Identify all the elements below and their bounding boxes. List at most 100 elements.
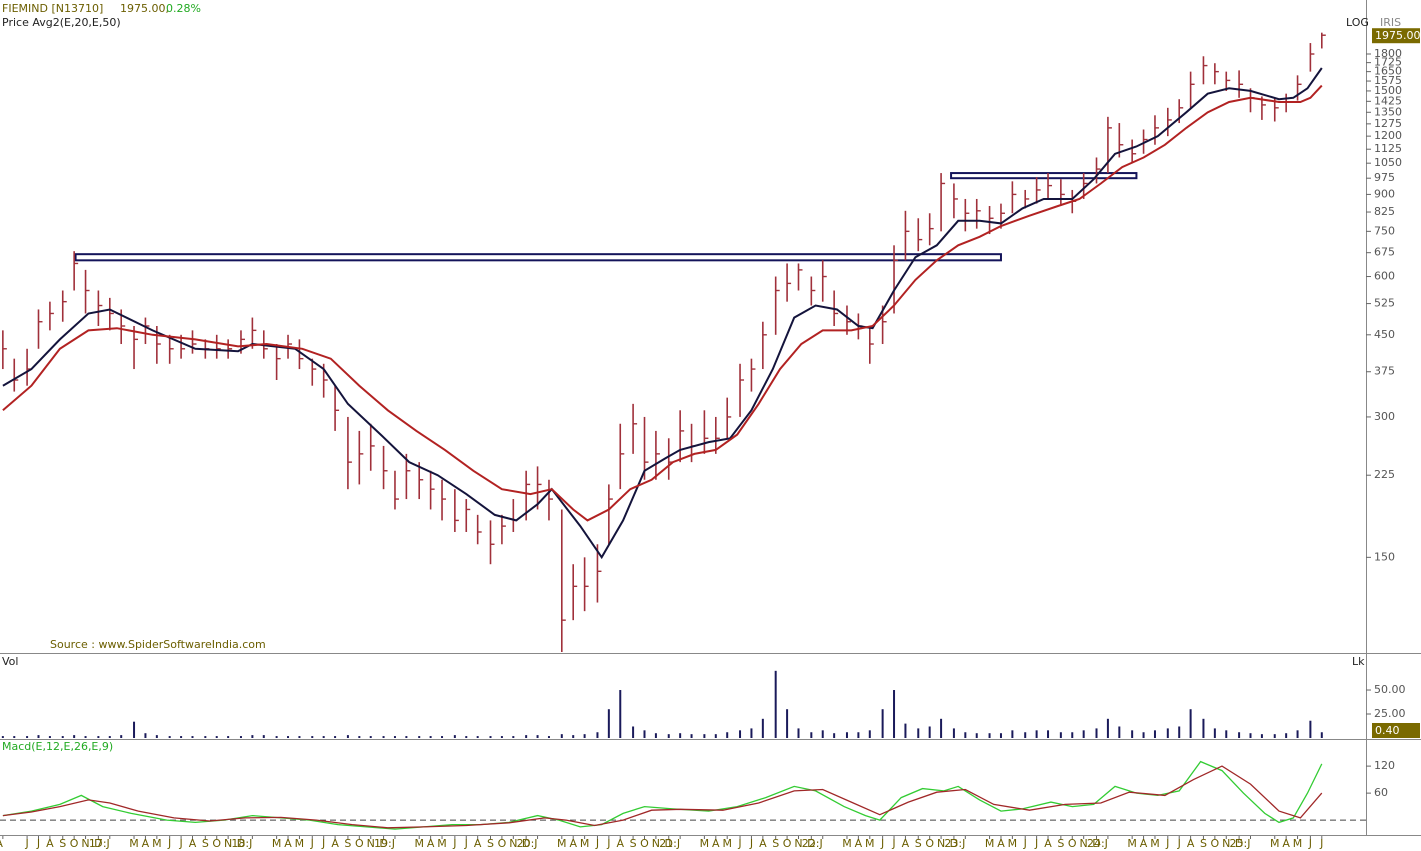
x-tick-label: M bbox=[437, 837, 447, 850]
x-tick-label: 19:J bbox=[374, 837, 395, 850]
x-tick-label: O bbox=[925, 837, 934, 850]
x-tick-label: J bbox=[749, 837, 753, 850]
volume-bar bbox=[547, 736, 550, 738]
x-tick-label: J bbox=[1165, 837, 1169, 850]
x-tick-label: J bbox=[452, 837, 456, 850]
volume-bar bbox=[607, 709, 610, 738]
volume-bar bbox=[168, 736, 171, 738]
volume-bar bbox=[453, 735, 456, 738]
volume-bar bbox=[1166, 728, 1169, 738]
volume-bar bbox=[999, 733, 1002, 738]
moving-average bbox=[2, 84, 1323, 522]
volume-bar bbox=[369, 736, 372, 738]
volume-bar bbox=[714, 734, 717, 738]
unit: Lk bbox=[1352, 655, 1365, 668]
volume-bar bbox=[654, 733, 657, 738]
volume-bar bbox=[1118, 726, 1121, 738]
volume-bar bbox=[382, 736, 385, 738]
y-tick-label: 1800 bbox=[1374, 47, 1402, 60]
volume-bar bbox=[346, 735, 349, 738]
volume-bar bbox=[191, 736, 194, 738]
volume-bar bbox=[643, 730, 646, 738]
x-tick-label: N bbox=[1222, 837, 1230, 850]
x-tick-label: J bbox=[464, 837, 468, 850]
volume-bar bbox=[84, 736, 87, 738]
volume-bar bbox=[988, 733, 991, 738]
volume-bar bbox=[1273, 734, 1276, 738]
y-tick-label: 900 bbox=[1374, 187, 1395, 200]
volume-bar bbox=[334, 736, 337, 738]
x-tick-label: O bbox=[70, 837, 79, 850]
x-tick-label: N bbox=[794, 837, 802, 850]
x-tick-label: O bbox=[640, 837, 649, 850]
y-tick-label: 1575 bbox=[1374, 74, 1402, 87]
volume-bar bbox=[133, 721, 136, 738]
volume-bar bbox=[904, 723, 907, 738]
volume-bar bbox=[1153, 730, 1156, 738]
volume-bar bbox=[405, 736, 408, 738]
volume-bar bbox=[750, 728, 753, 738]
volume-bar bbox=[679, 733, 682, 738]
x-tick-label: S bbox=[915, 837, 922, 850]
y-tick-label: 1125 bbox=[1374, 142, 1402, 155]
volume-bar bbox=[810, 732, 813, 738]
x-tick-label: M bbox=[985, 837, 995, 850]
volume-bar bbox=[1225, 730, 1228, 738]
volume-bar bbox=[619, 690, 622, 738]
x-tick-label: S bbox=[202, 837, 209, 850]
y-tick-label: 750 bbox=[1374, 224, 1395, 237]
volume-bar bbox=[500, 736, 503, 738]
volume-bar bbox=[441, 736, 444, 738]
volume-bar bbox=[821, 730, 824, 738]
x-tick-label: J bbox=[1023, 837, 1027, 850]
volume-bar bbox=[465, 736, 468, 738]
x-tick-label: 23:J bbox=[944, 837, 965, 850]
volume-bar bbox=[525, 735, 528, 738]
x-tick-label: M bbox=[580, 837, 590, 850]
volume-bar bbox=[298, 736, 301, 738]
x-tick-label: M bbox=[1293, 837, 1303, 850]
volume-bar bbox=[632, 726, 635, 738]
volume-bar bbox=[155, 735, 158, 738]
x-tick-label: M bbox=[414, 837, 424, 850]
x-tick-label: M bbox=[1270, 837, 1280, 850]
y-tick-label: 50.00 bbox=[1374, 683, 1406, 696]
volume-bar bbox=[358, 736, 361, 738]
y-tick-label: 525 bbox=[1374, 297, 1395, 310]
panel-title: Macd(E,12,E,26,E,9) bbox=[2, 740, 113, 753]
volume-bar bbox=[227, 736, 230, 738]
scale-mode: LOG bbox=[1346, 16, 1369, 29]
x-tick-label: D bbox=[950, 837, 958, 850]
volume-bar bbox=[667, 734, 670, 738]
volume-bar bbox=[26, 736, 29, 738]
volume-bar bbox=[418, 736, 421, 738]
x-tick-label: J bbox=[1034, 837, 1038, 850]
volume-bar bbox=[560, 734, 563, 738]
volume-bar bbox=[251, 735, 254, 738]
symbol: FIEMIND [N13710] bbox=[2, 2, 103, 15]
y-tick-label: 300 bbox=[1374, 410, 1395, 423]
y-tick-label: 225 bbox=[1374, 468, 1395, 481]
x-tick-label: M bbox=[722, 837, 732, 850]
x-tick-label: J bbox=[321, 837, 325, 850]
volume-bar bbox=[833, 733, 836, 738]
x-tick-label: A bbox=[616, 837, 624, 850]
x-tick-label: 24:J bbox=[1087, 837, 1108, 850]
x-tick-label: S bbox=[59, 837, 66, 850]
x-tick-label: M bbox=[1008, 837, 1018, 850]
volume-bar bbox=[917, 728, 920, 738]
y-tick-label: 60 bbox=[1374, 786, 1388, 799]
zone bbox=[950, 172, 1138, 180]
source: Source : www.SpiderSoftwareIndia.com bbox=[50, 638, 266, 651]
x-tick-label: S bbox=[1200, 837, 1207, 850]
volume-bar bbox=[97, 736, 100, 738]
x-tick-label: 21:J bbox=[659, 837, 680, 850]
volume-bar bbox=[1260, 734, 1263, 738]
x-tick-label: J bbox=[1319, 837, 1323, 850]
x-tick-label: D bbox=[807, 837, 815, 850]
volume-bar bbox=[1249, 733, 1252, 738]
volume-bar bbox=[1082, 730, 1085, 738]
x-tick-label: D bbox=[237, 837, 245, 850]
x-tick-label: 18:J bbox=[231, 837, 252, 850]
